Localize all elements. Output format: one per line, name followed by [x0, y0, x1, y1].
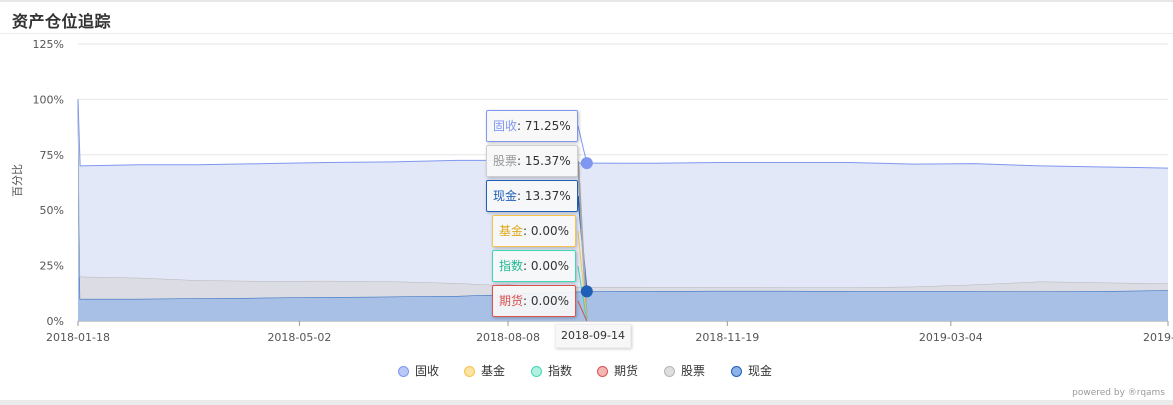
tooltip-futures-value: 0.00%: [530, 294, 569, 308]
chart-credits[interactable]: powered by ®rqams: [1072, 388, 1165, 398]
legend-index-marker: [531, 366, 542, 377]
tooltip-connector-futures: [577, 300, 588, 322]
legend-item-fixed-income[interactable]: 固收: [398, 362, 439, 382]
tooltip-stocks: 股票: 15.37%: [486, 145, 578, 177]
legend-item-index[interactable]: 指数: [531, 362, 572, 382]
y-tick-label: 50%: [40, 204, 64, 217]
x-tick-label: 2018-11-19: [695, 331, 759, 344]
legend-stocks-label: 股票: [681, 364, 706, 378]
tooltip-fund: 基金: 0.00%: [492, 215, 576, 247]
tooltip-cash-value: 13.37%: [524, 189, 571, 203]
legend-futures-label: 期货: [614, 364, 639, 378]
tooltip-futures-name: 期货: [499, 294, 524, 308]
legend-cash-label: 现金: [748, 364, 773, 378]
legend-fixed-income-marker: [398, 366, 409, 377]
tooltip-fixed-income: 固收: 71.25%: [486, 110, 578, 142]
tooltip-futures: 期货: 0.00%: [492, 285, 576, 317]
legend-cash-marker: [731, 366, 742, 377]
y-tick-label: 75%: [40, 149, 64, 162]
x-tick-label: 2018-01-18: [46, 331, 110, 344]
legend-fund-marker: [464, 366, 475, 377]
tooltip-index-value: 0.00%: [530, 259, 569, 273]
tooltip-stocks-value: 15.37%: [524, 154, 571, 168]
legend-item-stocks[interactable]: 股票: [664, 362, 705, 382]
tooltip-fund-name: 基金: [499, 224, 524, 238]
hover-marker-fixed-income: [580, 157, 593, 170]
page-title: 资产仓位追踪: [12, 12, 112, 31]
tooltip-cash: 现金: 13.37%: [486, 180, 578, 212]
legend-item-fund[interactable]: 基金: [464, 362, 505, 382]
area-固收: [78, 99, 1168, 288]
y-tick-label: 0%: [47, 315, 64, 328]
tooltip-index-name: 指数: [499, 259, 524, 273]
tooltip-fixed-income-name: 固收: [493, 119, 518, 133]
tooltip-date: 2018-09-14: [555, 324, 631, 348]
tooltip-connector-fund: [577, 230, 588, 322]
legend-fixed-income-label: 固收: [415, 364, 440, 378]
x-tick-label: 2018-08-08: [476, 331, 540, 344]
legend-item-futures[interactable]: 期货: [597, 362, 638, 382]
x-tick-label: 2019-03-04: [919, 331, 983, 344]
y-tick-label: 25%: [40, 260, 64, 273]
legend-item-cash[interactable]: 现金: [731, 362, 772, 382]
y-tick-label: 125%: [33, 38, 64, 51]
legend-futures-marker: [597, 366, 608, 377]
y-tick-label: 100%: [33, 93, 64, 106]
x-tick-label: 2019-06-: [1143, 331, 1173, 344]
tooltip-cash-name: 现金: [493, 189, 518, 203]
tooltip-fund-value: 0.00%: [530, 224, 569, 238]
panel-bottom-border: [0, 400, 1173, 405]
title-divider: [0, 33, 1173, 34]
line-固收: [77, 99, 1169, 169]
tooltip-stocks-name: 股票: [493, 154, 518, 168]
chart-legend: 固收 基金 指数 期货 股票 现金: [0, 362, 1173, 382]
y-axis-title: 百分比: [11, 164, 24, 197]
panel-top-border: [0, 0, 1173, 2]
legend-index-label: 指数: [548, 364, 573, 378]
legend-fund-label: 基金: [481, 364, 506, 378]
tooltip-index: 指数: 0.00%: [492, 250, 576, 282]
legend-stocks-marker: [664, 366, 675, 377]
x-tick-label: 2018-05-02: [267, 331, 331, 344]
tooltip-fixed-income-value: 71.25%: [524, 119, 571, 133]
hover-marker-cash: [580, 285, 593, 298]
tooltip-connector-fixed: [577, 125, 588, 164]
